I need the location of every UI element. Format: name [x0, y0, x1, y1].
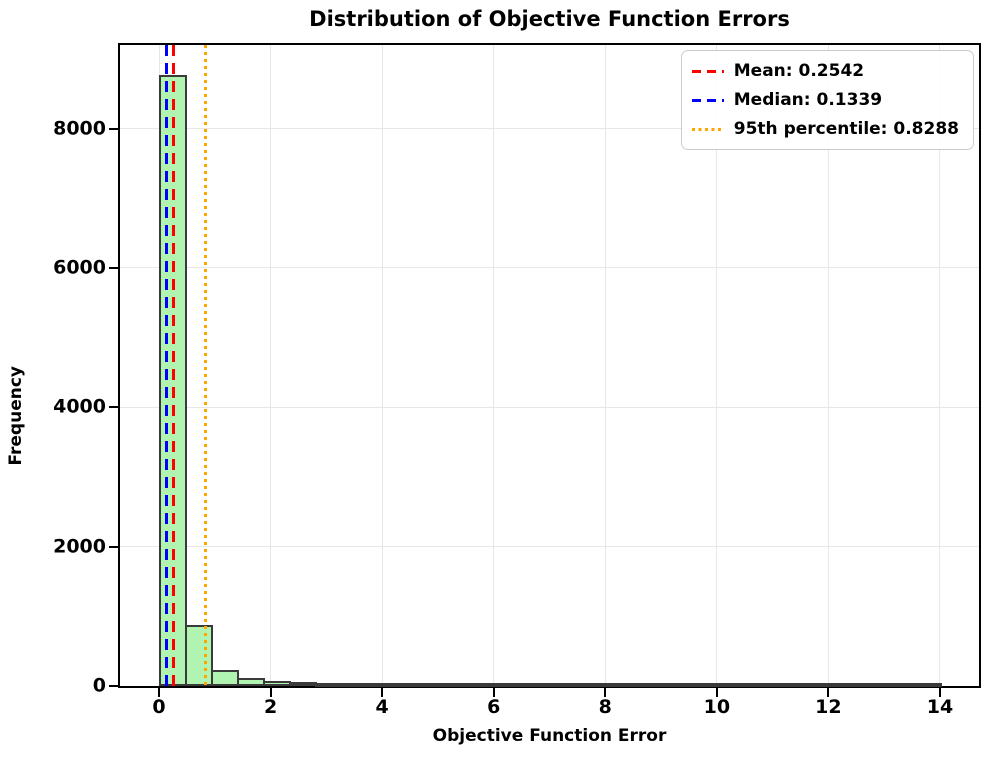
x-tick-label: 0 [152, 696, 166, 718]
x-tick [827, 688, 830, 697]
y-gridline [120, 128, 979, 130]
histogram-bar [497, 683, 526, 687]
histogram-bar [445, 683, 474, 687]
histogram-bar [809, 683, 838, 687]
y-tick [109, 545, 118, 548]
histogram-bar [757, 683, 786, 687]
legend-median-line-swatch [691, 98, 724, 102]
histogram-bar [237, 677, 266, 686]
x-tick-label: 4 [375, 696, 389, 718]
histogram-bar [315, 683, 344, 687]
histogram-bar [835, 683, 864, 687]
histogram-bar [289, 682, 318, 687]
histogram-bar [263, 681, 292, 686]
x-tick [381, 688, 384, 697]
histogram-bar [419, 683, 448, 687]
histogram-bar [653, 683, 682, 687]
histogram-bar [185, 624, 214, 686]
legend-mean-line-swatch [691, 69, 724, 73]
x-gridline [827, 45, 829, 686]
y-tick [109, 266, 118, 269]
x-tick [604, 688, 607, 697]
x-gridline [716, 45, 718, 686]
x-tick-label: 14 [926, 696, 954, 718]
histogram-bar [367, 683, 396, 687]
x-tick-label: 8 [598, 696, 612, 718]
y-tick-label: 6000 [53, 256, 106, 279]
legend: Mean: 0.2542 Median: 0.1339 95th percentil… [680, 50, 974, 150]
y-tick-label: 8000 [53, 117, 106, 140]
legend-label-median: Median: 0.1339 [733, 90, 883, 110]
histogram-bar [861, 683, 890, 687]
x-tick [492, 688, 495, 697]
histogram-bar [575, 683, 604, 687]
histogram-bar [887, 683, 916, 687]
mean-line [171, 45, 175, 686]
histogram-bar [601, 683, 630, 687]
y-tick-label: 0 [92, 674, 106, 697]
y-gridline [120, 267, 979, 269]
x-gridline [493, 45, 495, 686]
x-axis-label: Objective Function Error [432, 726, 667, 746]
histogram-bar [913, 683, 942, 687]
histogram-bar [731, 683, 760, 687]
plot-inner [120, 45, 979, 687]
histogram-bar [549, 683, 578, 687]
legend-item-mean: Mean: 0.2542 [691, 60, 959, 82]
x-gridline [939, 45, 941, 686]
x-gridline [270, 45, 272, 686]
x-tick-label: 10 [703, 696, 731, 718]
p95-line [203, 45, 207, 686]
plot-area [118, 43, 981, 688]
histogram-bar [679, 683, 708, 687]
legend-item-median: Median: 0.1339 [691, 89, 959, 111]
y-gridline [120, 406, 979, 408]
histogram-bar [705, 683, 734, 687]
x-tick [269, 688, 272, 697]
y-tick-label: 4000 [53, 395, 106, 418]
x-tick-label: 12 [815, 696, 842, 718]
y-tick [109, 127, 118, 130]
x-tick [158, 688, 161, 697]
y-gridline [120, 546, 979, 548]
x-tick [938, 688, 941, 697]
histogram-bar [783, 683, 812, 687]
x-gridline [381, 45, 383, 686]
legend-label-mean: Mean: 0.2542 [733, 61, 865, 81]
histogram-bar [627, 683, 656, 687]
histogram-bar [523, 683, 552, 687]
y-tick [109, 685, 118, 687]
chart-title: Distribution of Objective Function Error… [309, 7, 790, 31]
x-tick-label: 6 [487, 696, 501, 718]
histogram-bar [393, 683, 422, 687]
histogram-bar [341, 683, 370, 687]
y-tick-label: 2000 [53, 535, 106, 558]
legend-label-p95: 95th percentile: 0.8288 [733, 119, 959, 139]
legend-p95-line-swatch [691, 127, 724, 131]
legend-item-p95: 95th percentile: 0.8288 [691, 118, 959, 140]
x-gridline [604, 45, 606, 686]
x-tick [715, 688, 718, 697]
histogram-bar [471, 683, 500, 687]
histogram-bar [211, 669, 240, 686]
median-line [165, 45, 168, 686]
x-tick-label: 2 [263, 696, 278, 718]
y-tick [109, 406, 118, 409]
